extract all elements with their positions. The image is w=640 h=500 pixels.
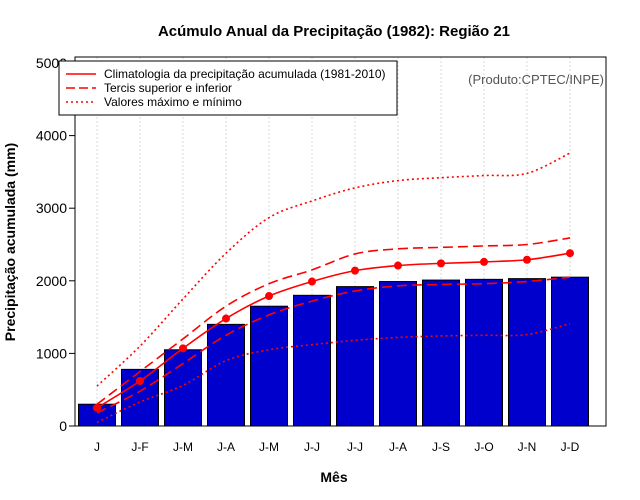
bars: [78, 276, 589, 427]
climatology-point: [136, 376, 144, 385]
bar: [207, 323, 245, 427]
x-tick-label: J-D: [561, 440, 580, 454]
legend-box: [58, 60, 398, 116]
x-tick-label: J-S: [432, 440, 450, 454]
bar: [164, 349, 202, 427]
x-tick-label: J-J: [347, 440, 363, 454]
x-tick-label: J-M: [259, 440, 279, 454]
x-tick-label: J-A: [217, 440, 235, 454]
bar: [422, 279, 460, 427]
y-axis-label: Precipitação acumulada (mm): [2, 143, 18, 341]
x-tick-label: J-M: [173, 440, 193, 454]
x-tick-label: J-A: [389, 440, 407, 454]
x-tick-label: J-O: [474, 440, 493, 454]
climatology-point: [394, 261, 402, 270]
x-axis-label: Mês: [320, 469, 347, 485]
climatology-point: [93, 403, 101, 412]
x-tick-label: J: [94, 440, 100, 454]
y-tick-label: 2000: [36, 273, 67, 289]
bar: [508, 278, 546, 427]
bar: [379, 281, 417, 427]
bar: [465, 278, 503, 427]
climatology-point: [351, 266, 359, 275]
x-axis: J J-F J-M J-A J-M J-J J-J J-A J-S J-O J-N J-D: [94, 440, 580, 454]
legend-label-tercis: Tercis superior e inferior: [104, 81, 232, 95]
source-annotation: (Produto:CPTEC/INPE): [468, 72, 604, 87]
tercile-lower-line: [96, 276, 571, 414]
plot-frame: [74, 56, 607, 427]
climatology-point: [523, 255, 531, 264]
maximum-line: [96, 152, 571, 387]
vertical-gridlines: [96, 57, 571, 426]
climatology-point: [480, 257, 488, 266]
legend-label-climatology: Climatologia da precipitação acumulada (…: [104, 67, 386, 81]
bar: [336, 286, 374, 427]
x-tick-label: J-J: [304, 440, 320, 454]
y-tick-label: 1000: [36, 345, 67, 361]
legend-label-maxmin: Valores máximo e mínimo: [104, 95, 242, 109]
y-tick-label: 4000: [36, 128, 67, 144]
climatology-point: [222, 314, 230, 323]
climatology-point: [308, 277, 316, 286]
climatology-point: [437, 259, 445, 268]
climatology-point: [179, 344, 187, 353]
series-lines: [93, 152, 574, 424]
bar: [551, 276, 589, 427]
chart-title: Acúmulo Anual da Precipitação (1982): Re…: [158, 23, 510, 40]
x-tick-label: J-N: [518, 440, 537, 454]
bar: [250, 305, 288, 427]
legend: Climatologia da precipitação acumulada (…: [58, 60, 398, 116]
y-tick-label: 3000: [36, 200, 67, 216]
tercile-upper-line: [96, 237, 571, 405]
x-tick-label: J-F: [131, 440, 148, 454]
climatology-point: [566, 249, 574, 258]
y-tick-label: 0: [59, 418, 67, 434]
bar: [293, 294, 331, 427]
climatology-point: [265, 292, 273, 301]
